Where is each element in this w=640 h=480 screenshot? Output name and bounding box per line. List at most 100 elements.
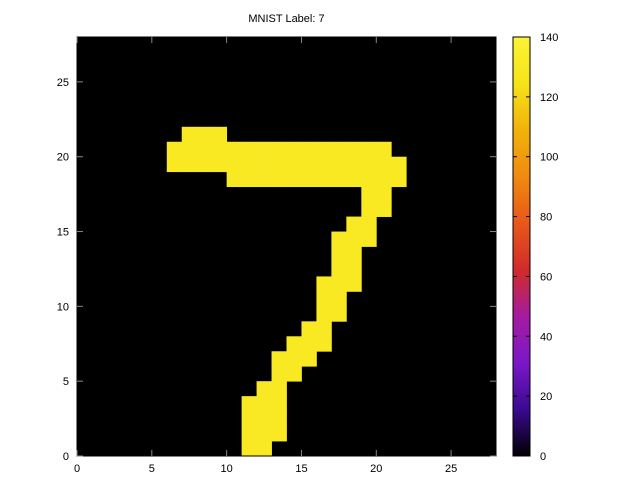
colorbar-frame: [512, 36, 531, 457]
y-tick-label: 10: [57, 301, 69, 313]
heatmap-cell: [271, 171, 287, 188]
heatmap-cell: [211, 141, 228, 158]
heatmap-cell: [316, 336, 332, 352]
x-tick-label: 20: [370, 463, 382, 475]
heatmap-cell: [331, 306, 347, 322]
heatmap-cell: [286, 351, 302, 367]
colorbar-axis: 0 20 40 60 80 100 120 140: [513, 32, 558, 463]
x-tick-label: 5: [149, 463, 155, 475]
heatmap-cell: [346, 141, 362, 158]
heatmap-cell: [301, 171, 317, 188]
heatmap-cell: [301, 141, 317, 158]
y-tick-label: 20: [57, 152, 69, 164]
heatmap-cell: [226, 156, 242, 173]
x-axis: 0 5 10 15 20 25: [74, 37, 457, 475]
heatmap-cell: [316, 276, 332, 292]
heatmap-cell: [181, 141, 198, 158]
heatmap-cell: [376, 156, 392, 173]
heatmap-cell: [181, 126, 198, 143]
heatmap-cell: [346, 216, 362, 232]
heatmap-cell: [271, 381, 287, 397]
colorbar-tick-label: 80: [540, 212, 552, 224]
heatmap-cell: [346, 156, 362, 173]
heatmap-cell: [301, 156, 317, 173]
heatmap-cell: [316, 156, 332, 173]
colorbar-tick-label: 140: [540, 32, 558, 44]
heatmap-cell: [331, 156, 347, 173]
heatmap-cell: [196, 126, 213, 143]
heatmap-cell: [316, 171, 332, 188]
heatmap-cell: [166, 156, 183, 173]
x-tick-label: 15: [295, 463, 307, 475]
x-tick-label: 25: [445, 463, 457, 475]
heatmap-cell: [346, 261, 362, 277]
heatmap-cell: [346, 231, 362, 247]
heatmap-cell: [361, 216, 377, 232]
x-tick-label: 0: [74, 463, 80, 475]
heatmap-cell: [211, 156, 228, 173]
heatmap-cell: [376, 186, 392, 202]
heatmap-cell: [361, 156, 377, 173]
heatmap-cell: [286, 156, 302, 173]
heatmap-cell: [331, 141, 347, 158]
colorbar-tick-label: 20: [540, 391, 552, 403]
heatmap-cell: [316, 141, 332, 158]
heatmap-cell: [226, 171, 242, 188]
heatmap-cell: [376, 141, 392, 158]
heatmap-cell: [256, 381, 272, 397]
plot-frame: [76, 36, 497, 457]
y-axis: 0 5 10 15 20 25: [57, 77, 496, 463]
y-tick-label: 15: [57, 227, 69, 239]
heatmap-cell: [331, 276, 347, 292]
y-tick-label: 5: [63, 376, 69, 388]
heatmap-cell: [316, 321, 332, 337]
pixel-layer: [166, 126, 407, 457]
x-tick-label: 10: [221, 463, 233, 475]
heatmap-cell: [256, 171, 272, 188]
colorbar-tick-label: 100: [540, 152, 558, 164]
heatmap-cell: [241, 141, 257, 158]
heatmap-cell: [361, 201, 377, 217]
heatmap-cell: [331, 261, 347, 277]
heatmap-cell: [316, 306, 332, 322]
colorbar: [513, 37, 530, 456]
heatmap-cell: [241, 396, 257, 412]
heatmap-cell: [241, 426, 257, 442]
heatmap-cell: [301, 351, 317, 367]
heatmap-cell: [271, 396, 287, 412]
heatmap-cell: [271, 156, 287, 173]
heatmap-cell: [361, 141, 377, 158]
heatmap-cell: [241, 411, 257, 427]
heatmap-cell: [256, 396, 272, 412]
heatmap-cell: [241, 441, 257, 457]
heatmap-cell: [331, 171, 347, 188]
heatmap-cell: [361, 171, 377, 188]
heatmap-cell: [361, 231, 377, 247]
chart-title: MNIST Label: 7: [248, 13, 324, 25]
heatmap-cell: [271, 141, 287, 158]
heatmap-cell: [376, 171, 392, 188]
colorbar-tick-label: 0: [540, 451, 546, 463]
heatmap-cell: [391, 171, 407, 188]
heatmap-cell: [331, 231, 347, 247]
heatmap-cell: [271, 366, 287, 382]
heatmap-cell: [256, 426, 272, 442]
heatmap-cell: [346, 276, 362, 292]
heatmap-cell: [271, 351, 287, 367]
heatmap-cell: [286, 141, 302, 158]
heatmap-cell: [256, 411, 272, 427]
y-tick-label: 25: [57, 77, 69, 89]
colorbar-tick-label: 40: [540, 331, 552, 343]
heatmap-cell: [376, 201, 392, 217]
heatmap-cell: [346, 246, 362, 262]
heatmap-cell: [286, 171, 302, 188]
heatmap-cell: [196, 141, 213, 158]
colorbar-tick-label: 60: [540, 271, 552, 283]
heatmap-cell: [271, 426, 287, 442]
heatmap-cell: [196, 156, 213, 173]
heatmap-cell: [286, 366, 302, 382]
heatmap-cell: [256, 156, 272, 173]
heatmap-cell: [301, 321, 317, 337]
heatmap-cell: [241, 156, 257, 173]
